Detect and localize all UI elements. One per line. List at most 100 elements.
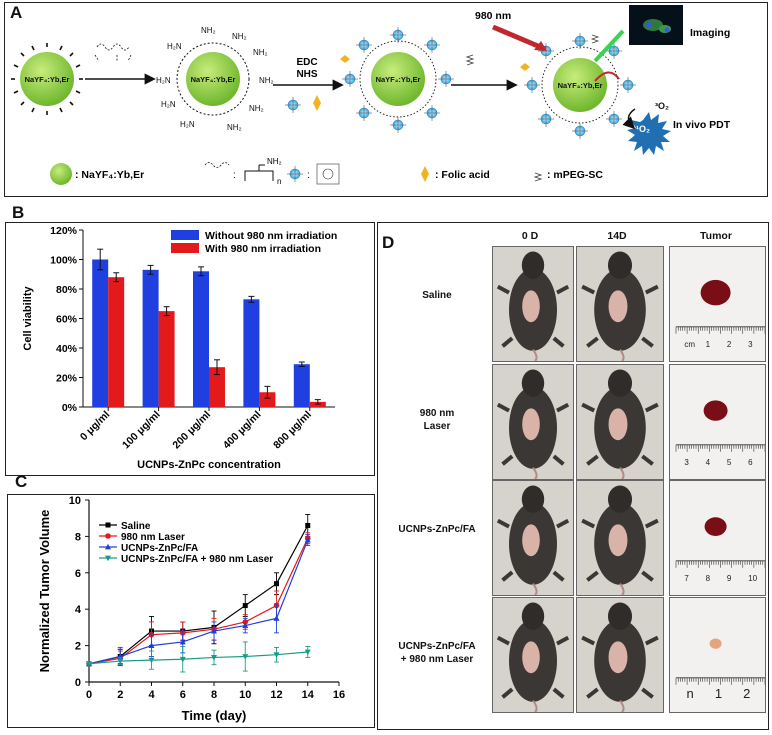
ruler-label: 2 [727, 340, 732, 349]
ruler-label: cm [684, 340, 695, 349]
svg-text:NaYF₄:Yb,Er: NaYF₄:Yb,Er [376, 75, 421, 84]
row-label: UCNPs-ZnPc/FA [384, 523, 490, 536]
panel-b-frame [5, 222, 375, 476]
mouse-photo-day0 [492, 597, 574, 713]
c-x-tick-label: 16 [333, 689, 345, 701]
c-point [242, 654, 249, 660]
c-point [105, 555, 111, 562]
c-y-tick-label: 10 [69, 495, 81, 507]
pei-polymer-icon [94, 43, 132, 62]
svg-text:NaYF₄:Yb,Er: NaYF₄:Yb,Er [25, 75, 70, 84]
ruler-label: 1 [706, 340, 711, 349]
row-label-line: Saline [422, 290, 452, 301]
mouse-photo-day14 [576, 597, 664, 713]
svg-text:H₂N: H₂N [156, 76, 171, 85]
c-point [148, 642, 155, 648]
column-label-0d: 0 D [521, 230, 539, 242]
c-point [304, 536, 311, 543]
b-bar [158, 311, 175, 407]
c-series-line [88, 525, 309, 665]
svg-text:NH₂: NH₂ [267, 157, 282, 166]
b-y-tick-label: 40% [56, 343, 78, 355]
b-bar [243, 299, 260, 407]
c-y-tick-label: 0 [75, 677, 81, 689]
cell-viability-chart: 0% 20% 40% 60% 80% 100% 120% 0 μg/ml 100 μg/ml 20… [22, 225, 337, 471]
svg-text:H₂N: H₂N [167, 42, 182, 51]
svg-text::: : [307, 170, 310, 181]
tumor-sample [700, 279, 731, 306]
c-legend-label: UCNPs-ZnPc/FA [121, 543, 198, 554]
c-series-line [88, 539, 309, 665]
c-point [105, 533, 111, 539]
row-label: UCNPs-ZnPc/FA + 980 nm Laser [384, 640, 490, 666]
c-point [211, 655, 217, 661]
svg-text:: NaYF₄:Yb,Er: : NaYF₄:Yb,Er [75, 169, 144, 181]
panel-d-frame [377, 222, 769, 730]
panel-d-letter: D [382, 233, 395, 252]
b-x-tick-label: 200 μg/ml [170, 409, 213, 452]
ruler-label: 9 [727, 574, 732, 583]
scheme-legend: : NaYF₄:Yb,Er : NH₂ n : : Folic acid : m… [50, 157, 603, 186]
b-x-axis-label: UCNPs-ZnPc concentration [137, 459, 281, 471]
b-x-tick-label: 400 μg/ml [221, 409, 264, 452]
bare-nanoparticle: NaYF₄:Yb,Er [11, 43, 83, 115]
ruler-label: 1 [715, 686, 722, 701]
functionalized-nanoparticle: NaYF₄:Yb,Er [340, 26, 455, 134]
tumor-volume-chart: 0 2 4 6 8 10 0 2 4 6 8 10 12 14 16 Time (day) Normalized… [37, 495, 345, 723]
b-y-axis-label: Cell viability [22, 286, 34, 351]
tumor-photo: n 1 2 [669, 597, 766, 713]
c-point [179, 638, 186, 645]
mouse-photo-day0 [492, 364, 574, 480]
svg-text:NaYF₄:Yb,Er: NaYF₄:Yb,Er [191, 75, 236, 84]
c-y-tick-label: 2 [75, 641, 81, 653]
c-legend-label: UCNPs-ZnPc/FA + 980 nm Laser [121, 554, 273, 565]
column-label-14d: 14D [607, 230, 627, 242]
tumor-sample [704, 517, 727, 536]
b-bar [293, 364, 310, 407]
ruler-label: 4 [706, 458, 711, 467]
b-x-tick-label: 800 μg/ml [271, 409, 314, 452]
tumor-photo: 7 8 9 10 [669, 480, 766, 596]
c-point [273, 652, 280, 658]
svg-text:: mPEG-SC: : mPEG-SC [547, 169, 603, 181]
c-legend-label: Saline [121, 521, 151, 532]
svg-text:H₂N: H₂N [161, 100, 176, 109]
row-label-line: + 980 nm Laser [400, 654, 474, 665]
c-x-tick-label: 14 [302, 689, 315, 701]
b-y-tick-label: 0% [62, 402, 78, 414]
c-point [117, 658, 124, 665]
svg-text:³O₂: ³O₂ [655, 101, 669, 111]
mouse-photo-day14 [576, 480, 664, 596]
svg-text:NH₂: NH₂ [249, 104, 264, 113]
c-point [305, 522, 311, 528]
svg-text:NH₂: NH₂ [201, 26, 216, 35]
tumor-sample [703, 400, 728, 421]
panel-c-frame [7, 494, 375, 728]
c-y-axis-label: Normalized Tumor Volume [37, 510, 52, 673]
laser-label: 980 nm [475, 10, 511, 22]
singlet-oxygen-burst [627, 112, 671, 155]
svg-text:NH₂: NH₂ [227, 123, 242, 132]
c-x-tick-label: 8 [211, 689, 217, 701]
tumor-photo: cm 1 2 3 [669, 246, 766, 362]
c-x-axis-label: Time (day) [182, 708, 247, 723]
svg-text:n: n [277, 177, 281, 186]
imaging-label: Imaging [690, 27, 730, 39]
panel-a-letter: A [10, 3, 23, 22]
c-point [242, 622, 249, 628]
b-legend-label: Without 980 nm irradiation [205, 230, 337, 242]
ruler-label: 2 [743, 686, 750, 701]
emission-arrow [593, 29, 625, 63]
svg-text:NH₂: NH₂ [259, 76, 274, 85]
row-label-line: Laser [423, 421, 451, 432]
peg-icon [465, 54, 475, 66]
c-legend-label: 980 nm Laser [121, 532, 185, 543]
b-y-tick-label: 80% [56, 284, 78, 296]
mouse-photo-day14 [576, 246, 664, 362]
b-legend-swatch [171, 230, 199, 240]
svg-text:: Folic acid: : Folic acid [435, 169, 490, 181]
ruler-label: n [687, 686, 694, 701]
c-point [86, 661, 92, 667]
b-x-tick-label: 0 μg/ml [78, 409, 113, 444]
